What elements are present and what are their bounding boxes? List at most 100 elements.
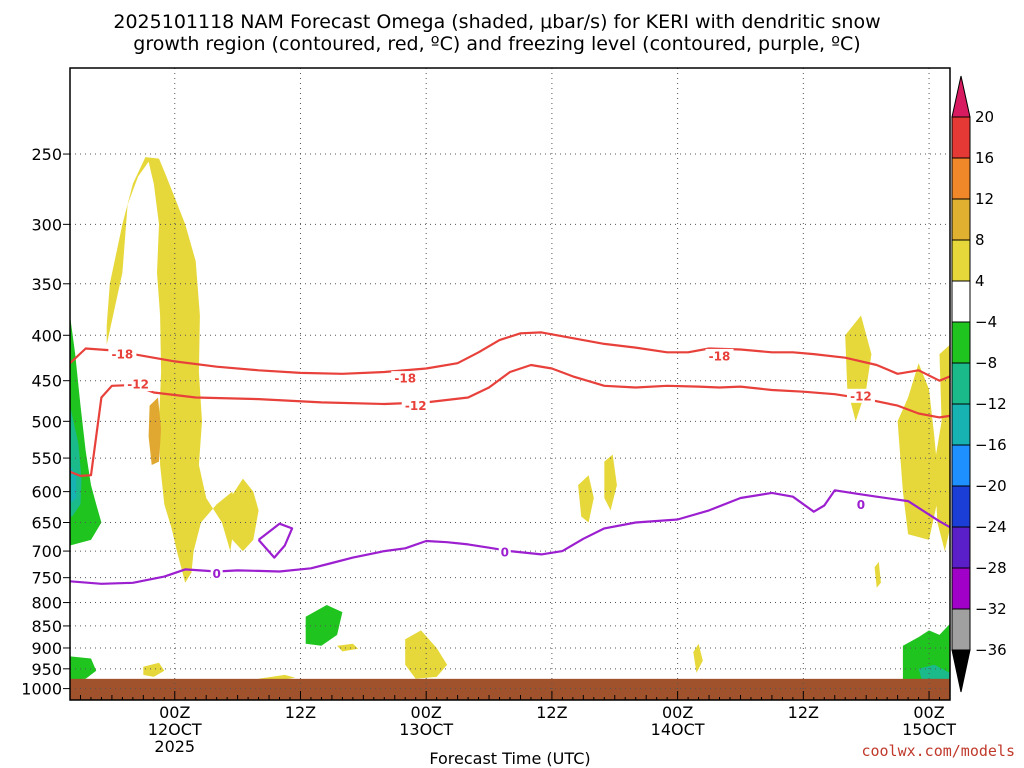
y-tick-label: 500 [31, 412, 62, 431]
contour-label: 0 [501, 546, 509, 560]
contour-line-3 [257, 522, 294, 559]
colorbar-band [951, 116, 971, 159]
colorbar-band [951, 280, 971, 323]
contour-line-0 [70, 331, 950, 382]
contour-label: -12 [405, 399, 427, 413]
colorbar-label: 16 [975, 149, 994, 167]
y-tick-label: 400 [31, 326, 62, 345]
y-tick-label: 450 [31, 372, 62, 391]
omega-region-3 [578, 475, 594, 523]
colorbar-band [951, 526, 971, 569]
contour-label: -12 [127, 378, 149, 392]
colorbar-bottom-arrow [951, 649, 971, 693]
omega-region-13 [148, 397, 162, 465]
colorbar-label: 8 [975, 231, 985, 249]
x-axis-label: Forecast Time (UTC) [429, 749, 590, 768]
contour-label-bg [108, 347, 137, 362]
contour-label-bg [498, 545, 511, 560]
plot-grid [70, 68, 950, 700]
omega-region-16 [70, 656, 97, 680]
omega-region-0 [106, 157, 236, 583]
omega-region-5 [693, 643, 703, 673]
contour-label: 0 [212, 567, 220, 581]
omega-shading [70, 157, 950, 689]
colorbar-band [951, 239, 971, 282]
colorbar-top-arrow [951, 75, 971, 118]
omega-region-15 [305, 605, 343, 646]
contour-label-bg [124, 377, 153, 392]
colorbar-band [951, 608, 971, 651]
contour-label: -12 [850, 389, 872, 403]
y-tick-label: 300 [31, 215, 62, 234]
contour-label-bg [210, 566, 223, 581]
x-tick-date: 14OCT [651, 720, 705, 739]
chart-subtitle: growth region (contoured, red, ºC) and f… [133, 33, 860, 55]
colorbar-band [951, 485, 971, 528]
colorbar-label: −24 [975, 518, 1007, 536]
colorbar-band [951, 157, 971, 200]
omega-region-9 [874, 561, 881, 588]
colorbar-band [951, 198, 971, 241]
y-tick-label: 650 [31, 513, 62, 532]
contour-label: -18 [709, 349, 731, 363]
x-tick-date: 12OCT [148, 720, 202, 739]
colorbar-band [951, 321, 971, 364]
contour-label: -18 [112, 348, 134, 362]
colorbar-label: 20 [975, 108, 994, 126]
chart-title: 2025101118 NAM Forecast Omega (shaded, μ… [113, 11, 880, 33]
colorbar-band [951, 403, 971, 446]
omega-region-10 [143, 662, 165, 677]
y-tick-label: 250 [31, 145, 62, 164]
x-tick-label: 12Z [285, 703, 316, 722]
x-tick-date: 13OCT [399, 720, 453, 739]
contour-label: 0 [857, 498, 865, 512]
y-axis-ticks: 250 300 350 400 450 500 550 600 650 700 750 800 850 9… [21, 145, 70, 699]
colorbar-label: −32 [975, 600, 1007, 618]
omega-region-6 [845, 315, 872, 422]
omega-region-4 [604, 454, 617, 511]
omega-region-7 [897, 363, 940, 540]
x-tick-label: 00Z [159, 703, 190, 722]
colorbar-label: −16 [975, 436, 1007, 454]
contour-lines: -18 -18 -18 -12 -12 -12 0 0 0 [70, 331, 950, 585]
x-tick-label: 12Z [536, 703, 567, 722]
colorbar-label: −28 [975, 559, 1007, 577]
contour-label-bg [401, 398, 430, 413]
y-tick-label: 700 [31, 542, 62, 561]
x-tick-year: 2025 [154, 737, 195, 756]
x-tick-label: 00Z [411, 703, 442, 722]
colorbar-band [951, 362, 971, 405]
contour-label-bg [854, 497, 867, 512]
y-tick-label: 1000 [21, 680, 62, 699]
contour-label-bg [391, 371, 420, 386]
y-tick-label: 750 [31, 569, 62, 588]
colorbar-label: −8 [975, 354, 997, 372]
colorbar-label: 4 [975, 272, 985, 290]
x-tick-label: 00Z [662, 703, 693, 722]
contour-label-bg [705, 348, 734, 363]
contour-label: -18 [394, 372, 416, 386]
plot-frame [69, 67, 951, 701]
y-tick-label: 350 [31, 275, 62, 294]
colorbar-band [951, 567, 971, 610]
y-tick-label: 800 [31, 594, 62, 613]
y-tick-label: 850 [31, 617, 62, 636]
credit-text: coolwx.com/models [861, 742, 1015, 760]
colorbar-label: −4 [975, 313, 997, 331]
colorbar-label: −20 [975, 477, 1007, 495]
y-tick-label: 600 [31, 483, 62, 502]
ground-layer [70, 678, 950, 700]
contour-label-bg [846, 388, 875, 403]
colorbar-label: −36 [975, 641, 1007, 659]
x-tick-label: 12Z [788, 703, 819, 722]
colorbar-label: −12 [975, 395, 1007, 413]
y-tick-label: 950 [31, 660, 62, 679]
colorbar-band [951, 444, 971, 487]
colorbar: 20 16 12 8 4 −4 −8 −12 −16 −20 −24 −28 −32 −36 [951, 75, 1007, 693]
x-tick-date: 15OCT [902, 720, 956, 739]
omega-region-8 [934, 344, 950, 552]
ground-fill [70, 678, 950, 700]
colorbar-label: 12 [975, 190, 994, 208]
